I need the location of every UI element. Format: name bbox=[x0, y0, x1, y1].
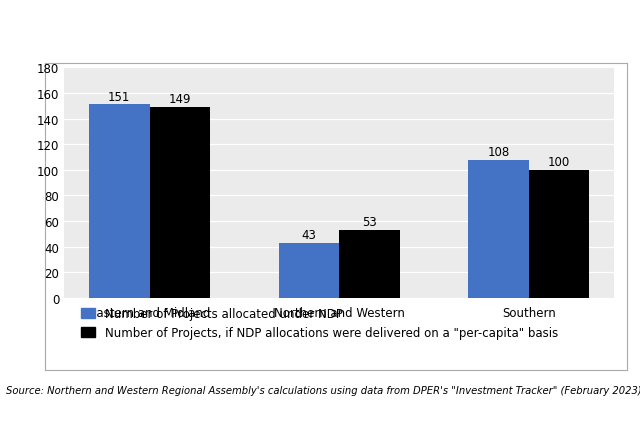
Legend: Number of Projects allocated under NDP, Number of Projects, if NDP allocations w: Number of Projects allocated under NDP, … bbox=[81, 308, 558, 340]
Text: 100: 100 bbox=[548, 155, 570, 168]
Bar bbox=[89, 105, 150, 298]
Text: Figure 6:: Figure 6: bbox=[8, 17, 67, 30]
Text: 43: 43 bbox=[301, 228, 316, 241]
Text: 108: 108 bbox=[487, 145, 509, 158]
Text: Allocation of projects that will cost more than €20 million or significant proje: Allocation of projects that will cost mo… bbox=[62, 17, 640, 30]
Bar bbox=[529, 170, 589, 298]
Bar bbox=[339, 230, 400, 298]
Bar bbox=[468, 160, 529, 298]
Text: 149: 149 bbox=[169, 93, 191, 106]
Text: Source: Northern and Western Regional Assembly's calculations using data from DP: Source: Northern and Western Regional As… bbox=[6, 386, 640, 395]
Text: 53: 53 bbox=[362, 216, 377, 228]
Bar bbox=[278, 243, 339, 298]
Text: 151: 151 bbox=[108, 90, 131, 103]
Text: under the NDP, by the NUTS 2 Regions of Ireland: under the NDP, by the NUTS 2 Regions of … bbox=[8, 48, 332, 61]
Bar bbox=[150, 108, 211, 298]
